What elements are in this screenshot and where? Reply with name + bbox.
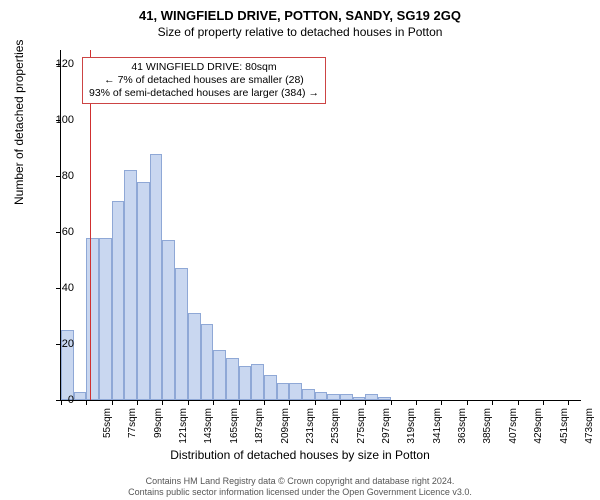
- marker-annotation: 41 WINGFIELD DRIVE: 80sqm ← 7% of detach…: [82, 57, 326, 104]
- histogram-bar: [86, 238, 99, 400]
- histogram-bar: [150, 154, 163, 400]
- annotation-line-2: ← 7% of detached houses are smaller (28): [89, 74, 319, 87]
- x-tick-mark: [315, 400, 316, 405]
- x-tick-mark: [162, 400, 163, 405]
- histogram-bar: [124, 170, 137, 400]
- y-tick-label: 60: [44, 226, 74, 238]
- footer: Contains HM Land Registry data © Crown c…: [0, 476, 600, 499]
- x-tick-label: 451sqm: [559, 408, 570, 452]
- histogram-bar: [340, 394, 353, 400]
- histogram-bar: [277, 383, 290, 400]
- histogram-bar: [302, 389, 315, 400]
- x-tick-label: 187sqm: [254, 408, 265, 452]
- x-tick-label: 275sqm: [356, 408, 367, 452]
- histogram-bar: [175, 268, 188, 400]
- chart-subtitle: Size of property relative to detached ho…: [0, 23, 600, 39]
- x-tick-mark: [391, 400, 392, 405]
- x-tick-label: 341sqm: [432, 408, 443, 452]
- histogram-bar: [201, 324, 214, 400]
- y-tick-label: 100: [44, 114, 74, 126]
- histogram-bar: [251, 364, 264, 400]
- footer-line-2: Contains public sector information licen…: [0, 487, 600, 498]
- x-tick-label: 99sqm: [153, 408, 164, 452]
- histogram-bar: [353, 397, 366, 400]
- histogram-bar: [315, 392, 328, 400]
- x-tick-mark: [467, 400, 468, 405]
- x-tick-mark: [137, 400, 138, 405]
- x-tick-mark: [568, 400, 569, 405]
- x-tick-mark: [365, 400, 366, 405]
- x-tick-mark: [112, 400, 113, 405]
- x-tick-label: 319sqm: [406, 408, 417, 452]
- x-tick-mark: [264, 400, 265, 405]
- histogram-bar: [378, 397, 391, 400]
- y-tick-label: 20: [44, 338, 74, 350]
- y-tick-label: 0: [44, 394, 74, 406]
- histogram-bar: [289, 383, 302, 400]
- x-tick-label: 121sqm: [178, 408, 189, 452]
- x-tick-mark: [518, 400, 519, 405]
- annotation-line-1: 41 WINGFIELD DRIVE: 80sqm: [89, 61, 319, 74]
- histogram-bar: [188, 313, 201, 400]
- histogram-bar: [226, 358, 239, 400]
- histogram-bar: [239, 366, 252, 400]
- footer-line-1: Contains HM Land Registry data © Crown c…: [0, 476, 600, 487]
- annotation-line-3: 93% of semi-detached houses are larger (…: [89, 87, 319, 100]
- x-tick-mark: [441, 400, 442, 405]
- histogram-bar: [137, 182, 150, 400]
- x-tick-mark: [239, 400, 240, 405]
- histogram-bar: [365, 394, 378, 400]
- x-tick-mark: [289, 400, 290, 405]
- x-tick-label: 407sqm: [508, 408, 519, 452]
- x-tick-label: 297sqm: [381, 408, 392, 452]
- x-tick-label: 363sqm: [457, 408, 468, 452]
- x-tick-mark: [86, 400, 87, 405]
- x-tick-label: 253sqm: [330, 408, 341, 452]
- x-tick-label: 143sqm: [203, 408, 214, 452]
- chart-title: 41, WINGFIELD DRIVE, POTTON, SANDY, SG19…: [0, 0, 600, 23]
- y-tick-label: 80: [44, 170, 74, 182]
- x-tick-mark: [213, 400, 214, 405]
- x-tick-mark: [543, 400, 544, 405]
- y-tick-label: 120: [44, 58, 74, 70]
- x-tick-label: 77sqm: [127, 408, 138, 452]
- x-tick-label: 55sqm: [102, 408, 113, 452]
- x-tick-label: 209sqm: [280, 408, 291, 452]
- histogram-bar: [112, 201, 125, 400]
- y-axis-label: Number of detached properties: [12, 40, 26, 205]
- x-tick-label: 473sqm: [584, 408, 595, 452]
- y-tick-label: 40: [44, 282, 74, 294]
- x-tick-mark: [188, 400, 189, 405]
- histogram-bar: [162, 240, 175, 400]
- histogram-bar: [327, 394, 340, 400]
- x-tick-label: 231sqm: [305, 408, 316, 452]
- x-tick-label: 165sqm: [229, 408, 240, 452]
- x-tick-label: 429sqm: [533, 408, 544, 452]
- histogram-bar: [74, 392, 87, 400]
- histogram-bar: [264, 375, 277, 400]
- histogram-bar: [213, 350, 226, 400]
- x-tick-mark: [492, 400, 493, 405]
- x-tick-label: 385sqm: [482, 408, 493, 452]
- histogram-bar: [99, 238, 112, 400]
- x-tick-mark: [340, 400, 341, 405]
- x-tick-mark: [416, 400, 417, 405]
